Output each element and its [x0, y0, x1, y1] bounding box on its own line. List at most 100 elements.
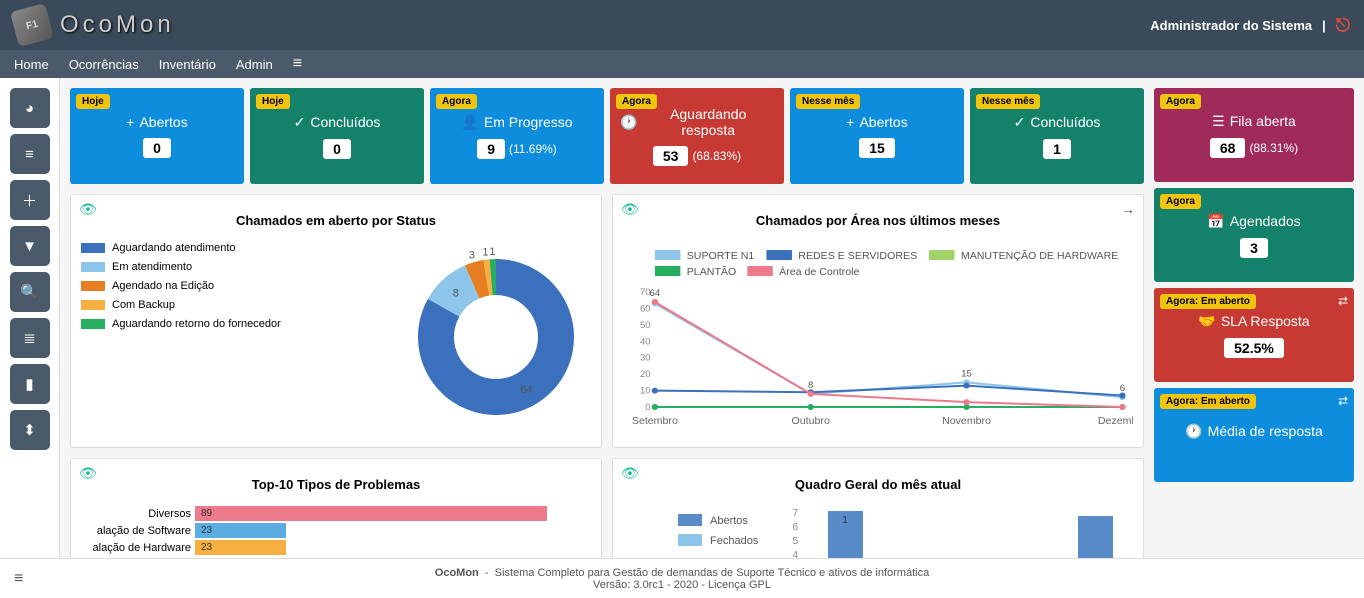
svg-text:6: 6 — [1120, 383, 1125, 393]
sidebar-filter[interactable]: ▼ — [10, 226, 50, 266]
side-card[interactable]: Agora ☰ Fila aberta 68(88.31%) — [1154, 88, 1354, 182]
svg-text:40: 40 — [640, 337, 651, 347]
footer-brand: OcoMon — [435, 567, 479, 579]
stat-title: 🕐 Aguardando resposta — [620, 106, 774, 138]
svg-text:Área de Controle: Área de Controle — [779, 265, 859, 278]
donut-legend: Aguardando atendimentoEm atendimentoAgen… — [81, 242, 389, 422]
nav-admin[interactable]: Admin — [236, 57, 273, 72]
nav-home[interactable]: Home — [14, 57, 49, 72]
stat-pct: (11.69%) — [509, 142, 557, 156]
badge: Nesse mês — [976, 94, 1040, 109]
nav-inventario[interactable]: Inventário — [159, 57, 216, 72]
quadro-chart: AbertosFechados765410 — [623, 506, 1133, 558]
side-value: 68 — [1210, 138, 1246, 158]
arrow-icon[interactable]: → — [1121, 201, 1135, 217]
svg-text:Setembro: Setembro — [632, 416, 678, 427]
logo-area: F1 OcoMon — [14, 7, 175, 43]
logout-icon[interactable]: ⎋ — [1336, 15, 1350, 36]
stat-card[interactable]: Agora 🕐 Aguardando resposta 53(68.83%) — [610, 88, 784, 184]
svg-text:15: 15 — [961, 369, 972, 379]
top10-title: Top-10 Tipos de Problemas — [81, 477, 591, 492]
stat-title: + Abertos — [800, 114, 954, 130]
svg-text:50: 50 — [640, 320, 651, 330]
svg-text:5: 5 — [792, 536, 798, 547]
main-column: Hoje + Abertos 0Hoje ✓ Concluídos 0Agora… — [70, 88, 1144, 548]
badge: Hoje — [76, 94, 110, 109]
sidebar-book[interactable]: ▮ — [10, 364, 50, 404]
stat-title: 👤 Em Progresso — [440, 114, 594, 131]
svg-text:Abertos: Abertos — [710, 515, 748, 527]
panel-top10: 👁 Top-10 Tipos de Problemas Diversos 89a… — [70, 458, 602, 558]
eye-icon[interactable]: 👁 — [621, 201, 639, 218]
menu-icon[interactable]: ≡ — [293, 55, 302, 73]
side-title: 🤝 SLA Resposta — [1164, 313, 1344, 330]
sidebar-db[interactable]: ≣ — [10, 318, 50, 358]
sidebar-chart[interactable]: ⬍ — [10, 410, 50, 450]
hbar: 89 — [195, 506, 591, 521]
svg-text:PLANTÃO: PLANTÃO — [687, 265, 737, 278]
svg-text:REDES E SERVIDORES: REDES E SERVIDORES — [798, 251, 917, 262]
hbar-label: alação de Hardware — [81, 542, 191, 554]
user-area: Administrador do Sistema | ⎋ — [1150, 15, 1350, 36]
stat-card[interactable]: Agora 👤 Em Progresso 9(11.69%) — [430, 88, 604, 184]
side-card[interactable]: ⇄ Agora: Em aberto 🕐 Média de resposta — [1154, 388, 1354, 482]
sidebar-list[interactable]: ≡ — [10, 134, 50, 174]
eye-icon[interactable]: 👁 — [79, 201, 97, 218]
badge: Nesse mês — [796, 94, 860, 109]
badge: Agora — [1160, 194, 1201, 209]
svg-text:Outubro: Outubro — [792, 416, 831, 427]
stat-value: 53 — [653, 146, 689, 166]
svg-text:Novembro: Novembro — [942, 416, 991, 427]
logo-text: OcoMon — [60, 11, 175, 39]
stat-card[interactable]: Nesse mês ✓ Concluídos 1 — [970, 88, 1144, 184]
svg-text:64: 64 — [520, 384, 532, 396]
stat-value: 0 — [143, 138, 171, 158]
stat-card[interactable]: Hoje ✓ Concluídos 0 — [250, 88, 424, 184]
eye-icon[interactable]: 👁 — [621, 465, 639, 482]
svg-text:1: 1 — [482, 247, 488, 259]
quadro-title: Quadro Geral do mês atual — [623, 477, 1133, 492]
swap-icon[interactable]: ⇄ — [1338, 294, 1348, 308]
stat-value: 15 — [859, 138, 895, 158]
panel-donut: 👁 Chamados em aberto por Status Aguardan… — [70, 194, 602, 448]
nav-ocorrencias[interactable]: Ocorrências — [69, 57, 139, 72]
swap-icon[interactable]: ⇄ — [1338, 394, 1348, 408]
side-card[interactable]: Agora 📅 Agendados 3 — [1154, 188, 1354, 282]
side-card[interactable]: ⇄ Agora: Em aberto 🤝 SLA Resposta 52.5% — [1154, 288, 1354, 382]
hbar: 23 — [195, 540, 591, 555]
svg-text:20: 20 — [640, 369, 651, 379]
svg-text:4: 4 — [792, 550, 798, 558]
svg-text:30: 30 — [640, 353, 651, 363]
svg-text:MANUTENÇÃO DE HARDWARE: MANUTENÇÃO DE HARDWARE — [961, 249, 1119, 262]
side-value: 52.5% — [1224, 338, 1284, 358]
svg-text:6: 6 — [792, 522, 798, 533]
hbar-label: alação de Software — [81, 525, 191, 537]
donut-title: Chamados em aberto por Status — [81, 213, 591, 228]
side-title: 🕐 Média de resposta — [1164, 423, 1344, 440]
stat-card[interactable]: Nesse mês + Abertos 15 — [790, 88, 964, 184]
stat-value: 9 — [477, 139, 505, 159]
footer: ≡ OcoMon - Sistema Completo para Gestão … — [0, 558, 1364, 598]
donut-chart: 648311 — [401, 242, 591, 422]
svg-text:7: 7 — [792, 508, 798, 519]
sidebar: ◕ ≡ ＋ ▼ 🔍 ≣ ▮ ⬍ — [0, 78, 60, 558]
side-value: 3 — [1240, 238, 1268, 258]
sidebar-dashboard[interactable]: ◕ — [10, 88, 50, 128]
svg-text:Dezembro: Dezembro — [1098, 416, 1133, 427]
stat-title: ✓ Concluídos — [260, 114, 414, 131]
footer-menu-icon[interactable]: ≡ — [14, 570, 23, 588]
topbar: F1 OcoMon Administrador do Sistema | ⎋ — [0, 0, 1364, 50]
sidebar-search[interactable]: 🔍 — [10, 272, 50, 312]
stat-title: + Abertos — [80, 114, 234, 130]
side-column: Agora ☰ Fila aberta 68(88.31%) Agora 📅 A… — [1154, 88, 1354, 548]
sidebar-plus[interactable]: ＋ — [10, 180, 50, 220]
svg-text:1: 1 — [842, 515, 848, 526]
eye-icon[interactable]: 👁 — [79, 465, 97, 482]
svg-text:60: 60 — [640, 304, 651, 314]
stat-card[interactable]: Hoje + Abertos 0 — [70, 88, 244, 184]
panel-quadro: 👁 Quadro Geral do mês atual AbertosFecha… — [612, 458, 1144, 558]
logo-icon: F1 — [10, 3, 54, 47]
svg-text:SUPORTE N1: SUPORTE N1 — [687, 251, 755, 262]
badge: Hoje — [256, 94, 290, 109]
svg-text:8: 8 — [808, 380, 813, 390]
